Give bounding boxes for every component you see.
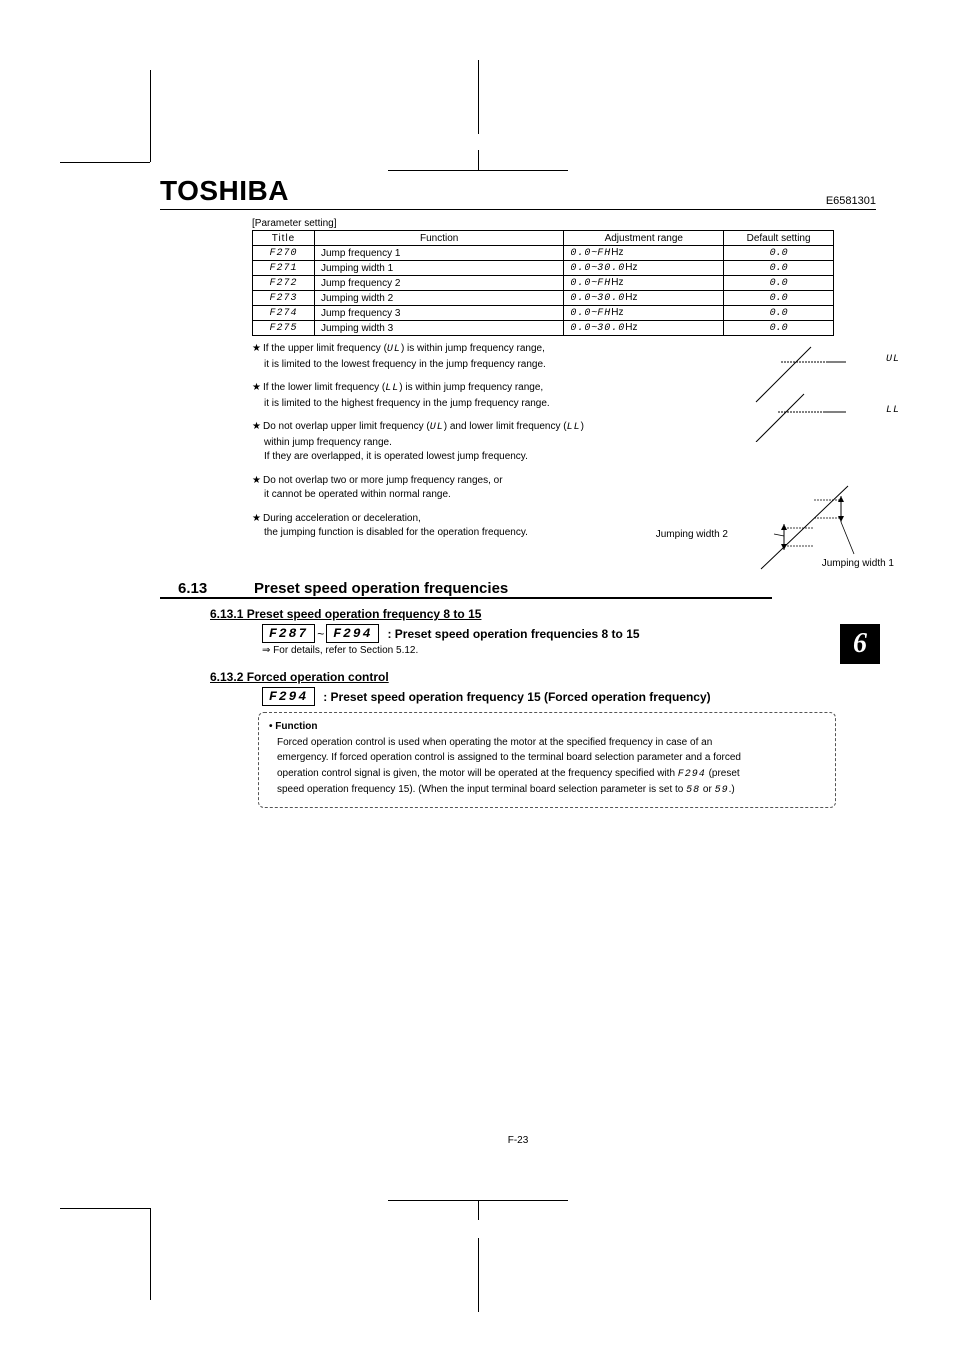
th-default: Default setting (724, 231, 834, 246)
crop-mark (150, 1208, 151, 1300)
section-title: Preset speed operation frequencies (254, 580, 508, 597)
table-header-row: Title Function Adjustment range Default … (253, 231, 834, 246)
table-row: F270Jump frequency 10.0~FHHz0.0 (253, 246, 834, 261)
ul-ll-diagram (746, 342, 886, 442)
subsection-6-13-1: 6.13.1 Preset speed operation frequency … (210, 607, 876, 621)
notes-area: ★If the upper limit frequency (UL) is wi… (252, 342, 876, 572)
th-title: Title (253, 231, 315, 246)
param-desc-forced: : Preset speed operation frequency 15 (F… (323, 690, 710, 704)
crop-mark (150, 70, 151, 162)
th-range: Adjustment range (564, 231, 724, 246)
crop-mark (478, 1200, 479, 1220)
subsection-6-13-2: 6.13.2 Forced operation control (210, 670, 876, 684)
crop-mark (478, 1238, 479, 1312)
crop-mark (388, 1200, 568, 1201)
function-heading: • Function (269, 719, 825, 735)
function-box: • Function Forced operation control is u… (258, 712, 836, 808)
param-head-f294: F294 : Preset speed operation frequency … (262, 687, 876, 706)
crop-mark (60, 162, 150, 163)
table-row: F271Jumping width 10.0~30.0Hz0.0 (253, 261, 834, 276)
page-header: TOSHIBA E6581301 (160, 175, 876, 210)
section-number: 6.13 (178, 580, 254, 597)
brand-logo: TOSHIBA (160, 175, 289, 207)
section-6-13-heading: 6.13 Preset speed operation frequencies (160, 580, 772, 599)
crop-mark (478, 150, 479, 170)
jw2-label: Jumping width 2 (656, 529, 728, 540)
crop-mark (388, 170, 568, 171)
param-code-f294: F294 (326, 624, 379, 643)
param-head-f287-f294: F287 ~ F294 : Preset speed operation fre… (262, 624, 876, 643)
th-function: Function (314, 231, 563, 246)
ll-label: LL (886, 405, 900, 416)
crop-mark (60, 1208, 150, 1209)
chapter-tab: 6 (840, 624, 880, 664)
param-code-f294-forced: F294 (262, 687, 315, 706)
table-row: F275Jumping width 30.0~30.0Hz0.0 (253, 321, 834, 336)
table-row: F274Jump frequency 30.0~FHHz0.0 (253, 306, 834, 321)
jw1-label: Jumping width 1 (822, 558, 894, 569)
page-footer: F-23 (160, 1135, 876, 1146)
parameter-table: Title Function Adjustment range Default … (252, 230, 834, 336)
table-row: F273Jumping width 20.0~30.0Hz0.0 (253, 291, 834, 306)
table-row: F272Jump frequency 20.0~FHHz0.0 (253, 276, 834, 291)
table-caption: [Parameter setting] (252, 218, 876, 229)
param-code-f287: F287 (262, 624, 315, 643)
page-content: TOSHIBA E6581301 [Parameter setting] Tit… (160, 175, 876, 808)
ref-5-12: ⇒ For details, refer to Section 5.12. (262, 645, 876, 656)
param-desc: : Preset speed operation frequencies 8 t… (387, 627, 639, 641)
document-number: E6581301 (826, 195, 876, 207)
crop-mark (478, 60, 479, 134)
ul-label: UL (886, 354, 900, 365)
